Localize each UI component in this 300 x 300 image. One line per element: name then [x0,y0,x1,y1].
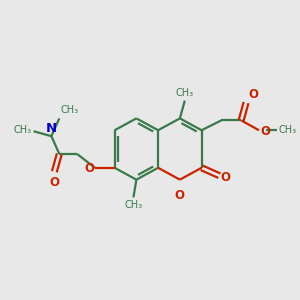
Text: CH₃: CH₃ [279,125,297,135]
Text: O: O [220,171,230,184]
Text: O: O [84,162,94,175]
Text: N: N [46,122,57,135]
Text: O: O [175,188,185,202]
Text: O: O [50,176,59,189]
Text: CH₃: CH₃ [176,88,194,98]
Text: CH₃: CH₃ [124,200,142,210]
Text: CH₃: CH₃ [14,125,32,135]
Text: CH₃: CH₃ [60,105,78,116]
Text: O: O [260,125,270,138]
Text: O: O [248,88,258,100]
